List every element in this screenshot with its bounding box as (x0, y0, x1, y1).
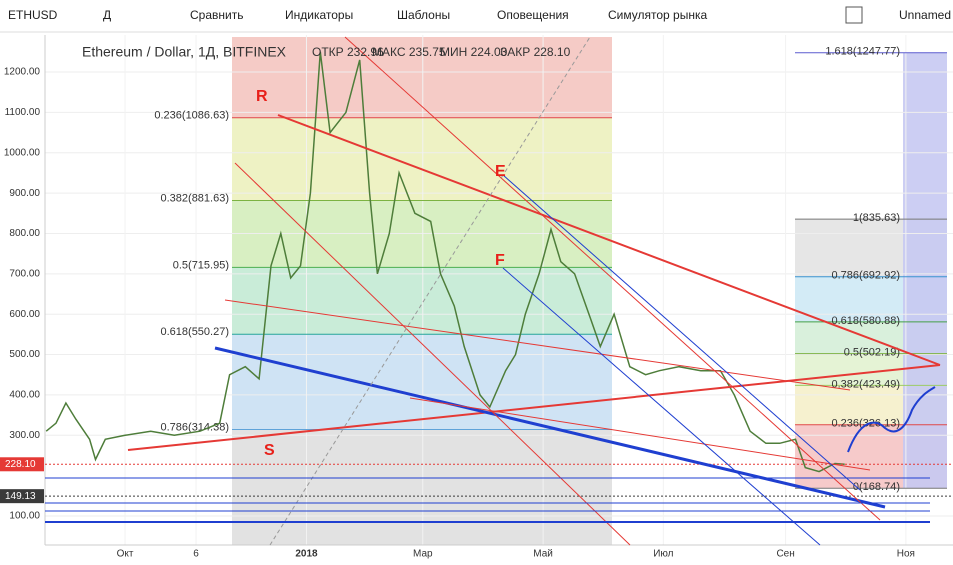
y-tick-label: 1000.00 (4, 147, 41, 158)
price-tag (0, 489, 44, 504)
toolbar-item[interactable]: Симулятор рынка (608, 8, 707, 22)
toolbar-item[interactable]: Сравнить (190, 8, 243, 22)
chart-title: Ethereum / Dollar, 1Д, BITFINEX (82, 44, 287, 60)
fullscreen-button[interactable] (845, 6, 863, 24)
y-tick-label: 600.00 (9, 309, 40, 320)
y-tick-label: 700.00 (9, 268, 40, 279)
toolbar-item[interactable]: Шаблоны (397, 8, 450, 22)
layout-name[interactable]: Unnamed (899, 8, 951, 22)
channel-line (224, 299, 851, 391)
x-tick-label: 2018 (295, 549, 318, 560)
x-tick-label: Май (533, 549, 553, 560)
fib-label: 0.5(715.95) (173, 259, 229, 271)
price-tag-label: 228.10 (5, 459, 36, 470)
fib-zone (232, 267, 612, 335)
ohlc: МИН 224.00 (440, 45, 508, 59)
fib-label: 0.786(314.38) (161, 421, 230, 433)
fib-label: 0.236(326.13) (832, 418, 901, 430)
y-tick-label: 1100.00 (5, 107, 41, 118)
fib-label: 0.382(423.49) (832, 378, 901, 390)
x-tick-label: Мар (413, 549, 433, 560)
x-tick-label: 6 (193, 549, 199, 560)
annotation: E (495, 163, 506, 180)
fib-label: 0.382(881.63) (161, 192, 230, 204)
channel-line (234, 162, 631, 546)
price-line (45, 51, 845, 473)
y-tick-label: 400.00 (9, 390, 40, 401)
x-tick-label: Ноя (897, 549, 915, 560)
toolbar-item[interactable]: Индикаторы (285, 8, 353, 22)
ohlc: ОТКР 232.96 (312, 45, 384, 59)
fib-zone (903, 52, 947, 489)
trend-line (214, 346, 886, 509)
fib-zone (232, 37, 612, 118)
toolbar-item[interactable]: Оповещения (497, 8, 569, 22)
fib-label: 0(168.74) (853, 481, 900, 493)
annotation: R (256, 88, 268, 105)
fib-zone (232, 429, 612, 545)
channel-line (502, 174, 861, 491)
toolbar: ETHUSD Д Сравнить Индикаторы Шаблоны Опо… (0, 0, 953, 33)
channel-line (344, 36, 881, 521)
x-tick-label: Сен (776, 549, 794, 560)
fib-label: 0.786(692.92) (832, 270, 901, 282)
fib-label: 0.618(580.88) (832, 315, 901, 327)
y-tick-label: 800.00 (9, 228, 40, 239)
interval[interactable]: Д (103, 8, 111, 22)
fib-label: 1(835.63) (853, 212, 900, 224)
fib-label: 0.236(1086.63) (154, 110, 229, 122)
projection (847, 386, 936, 453)
price-tag-label: 149.13 (5, 491, 36, 502)
toolbar-bg (0, 0, 953, 32)
y-tick-label: 100.00 (9, 511, 40, 522)
y-tick-label: 900.00 (9, 188, 40, 199)
fib-zone (232, 334, 612, 430)
fib-label: 0.5(502.19) (844, 347, 900, 359)
channel-line (409, 397, 871, 471)
channel-line (502, 267, 821, 546)
price-tag (0, 457, 44, 472)
plot-area: 100.00 300.00 400.00 500.00 600.00 700.00 800.… (0, 35, 953, 560)
trend-line (127, 364, 941, 451)
fib-zone (232, 117, 612, 201)
y-tick-label: 1200.00 (4, 67, 41, 78)
fib-label: 0.618(550.27) (161, 326, 230, 338)
drawings (45, 36, 941, 546)
ohlc: МАКС 235.75 (372, 45, 446, 59)
annotation: S (264, 442, 275, 459)
trend-line (277, 114, 941, 366)
annotation: F (495, 252, 505, 269)
symbol[interactable]: ETHUSD (8, 8, 58, 22)
diagonal (269, 36, 591, 546)
y-tick-label: 500.00 (9, 349, 40, 360)
y-tick-label: 300.00 (9, 430, 40, 441)
x-tick-label: Июл (653, 549, 673, 560)
x-tick-label: Окт (117, 549, 134, 560)
fib-label: 1.618(1247.77) (825, 46, 900, 58)
ohlc: ЗАКР 228.10 (500, 45, 571, 59)
